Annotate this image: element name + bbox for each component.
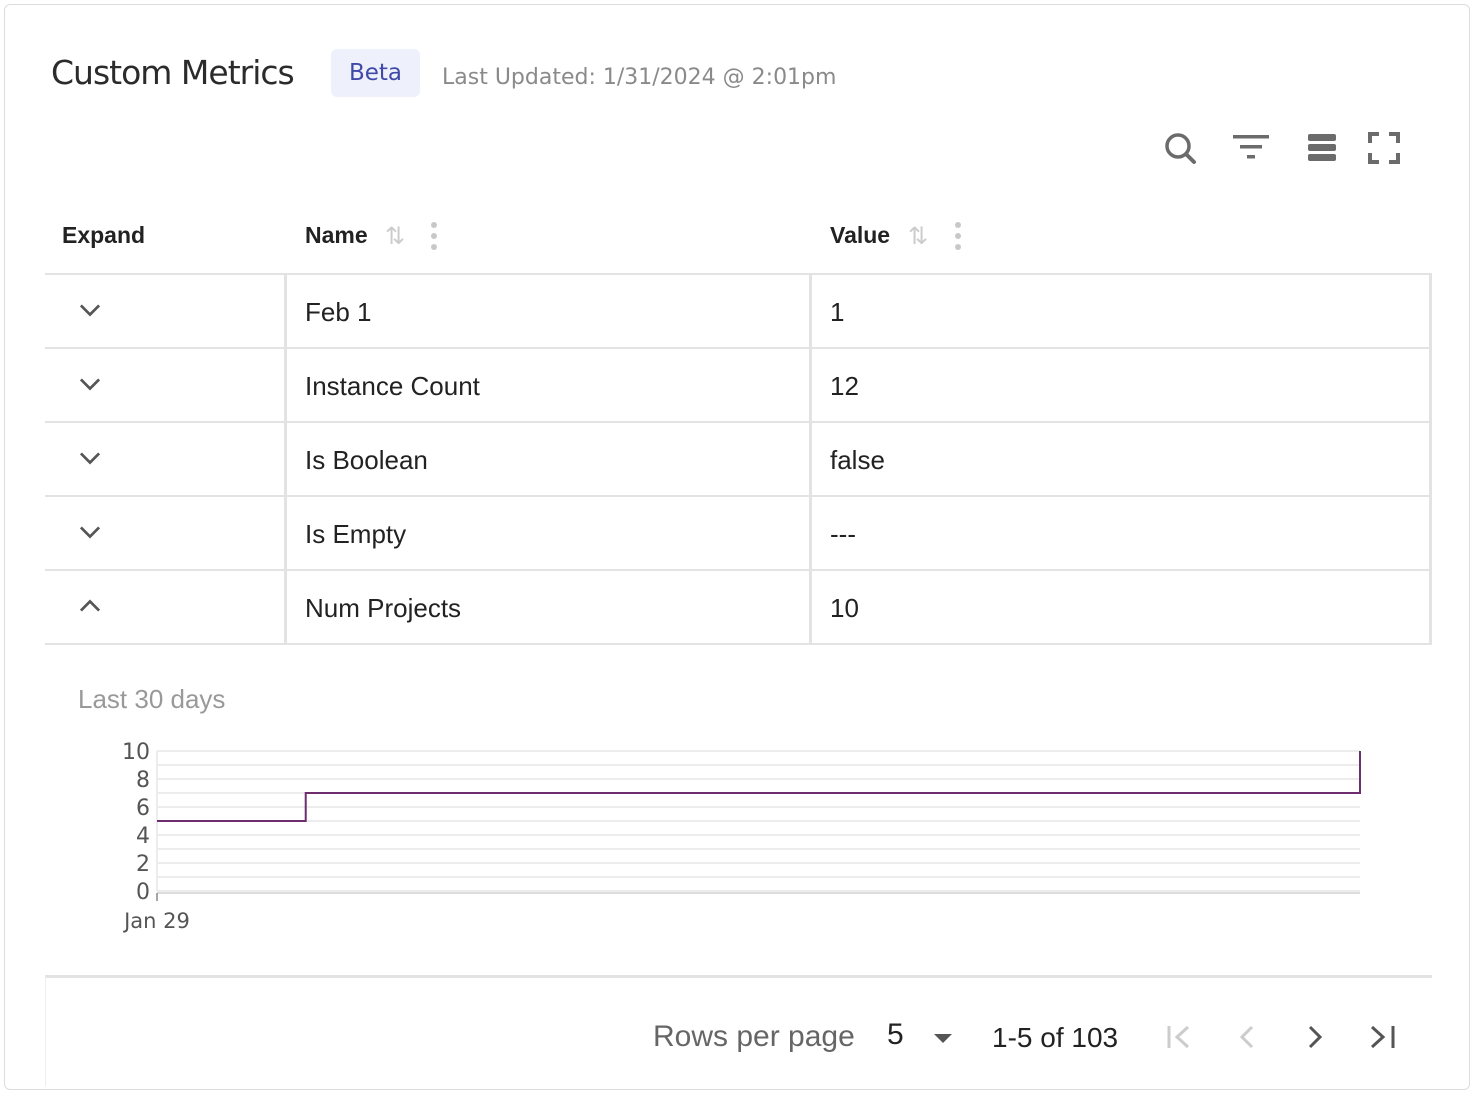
name-cell: Instance Count [287,349,812,421]
y-tick-label: 4 [136,824,150,849]
name-cell: Feb 1 [287,275,812,347]
last-page-icon[interactable] [1368,1022,1398,1052]
chevron-down-icon[interactable] [77,374,103,394]
column-header-name[interactable]: Name [305,222,368,248]
expand-cell [45,349,287,421]
x-tick-label: Jan 29 [122,909,190,933]
metrics-table: Feb 1 1 Instance Count 12 Is Boolean fal… [45,273,1432,645]
sort-icon[interactable]: ⇅ [385,223,406,250]
name-cell: Is Boolean [287,423,812,495]
chart-range-label: Last 30 days [78,684,226,714]
table-row: Instance Count 12 [45,349,1432,423]
value-cell: --- [812,497,1432,569]
page-title: Custom Metrics [51,53,295,92]
table-row: Is Boolean false [45,423,1432,497]
next-page-icon[interactable] [1300,1022,1330,1052]
expand-cell [45,275,287,347]
y-tick-label: 10 [122,740,150,765]
y-tick-label: 6 [136,796,150,821]
value-cell: false [812,423,1432,495]
table-row: Num Projects 10 [45,571,1432,645]
sort-icon[interactable]: ⇅ [908,223,929,250]
name-cell: Num Projects [287,571,812,643]
beta-badge: Beta [331,49,420,97]
first-page-icon[interactable] [1164,1022,1194,1052]
density-icon[interactable] [1304,130,1340,166]
column-menu-icon[interactable] [955,222,961,255]
table-row: Is Empty --- [45,497,1432,571]
value-cell: 10 [812,571,1432,643]
search-icon[interactable] [1162,130,1198,166]
previous-page-icon[interactable] [1232,1022,1262,1052]
chevron-down-icon[interactable] [77,522,103,542]
column-header-value[interactable]: Value [830,222,891,248]
last-updated: Last Updated: 1/31/2024 @ 2:01pm [442,65,837,90]
table-footer: Rows per page 5 1-5 of 103 [45,975,1432,1086]
chevron-up-icon[interactable] [77,596,103,616]
expand-cell [45,571,287,643]
custom-metrics-card: Custom Metrics Beta Last Updated: 1/31/2… [4,4,1470,1090]
value-cell: 12 [812,349,1432,421]
table-row: Feb 1 1 [45,275,1432,349]
rows-per-page-label: Rows per page [653,1020,855,1053]
fullscreen-icon[interactable] [1366,130,1402,166]
column-header-expand: Expand [62,222,146,248]
rows-per-page-select[interactable]: 5 [887,1018,904,1051]
caret-down-icon[interactable] [934,1034,952,1043]
expand-cell [45,497,287,569]
filter-icon[interactable] [1233,130,1269,166]
page-range: 1-5 of 103 [992,1022,1119,1053]
series-line [157,751,1361,822]
name-cell: Is Empty [287,497,812,569]
num-projects-chart: 0 2 4 6 8 10 Jan 29 [122,740,1361,933]
column-menu-icon[interactable] [431,222,437,255]
chevron-down-icon[interactable] [77,300,103,320]
y-tick-label: 2 [136,852,150,877]
expand-cell [45,423,287,495]
y-tick-label: 8 [136,768,150,793]
value-cell: 1 [812,275,1432,347]
y-tick-label: 0 [136,880,150,905]
chevron-down-icon[interactable] [77,448,103,468]
